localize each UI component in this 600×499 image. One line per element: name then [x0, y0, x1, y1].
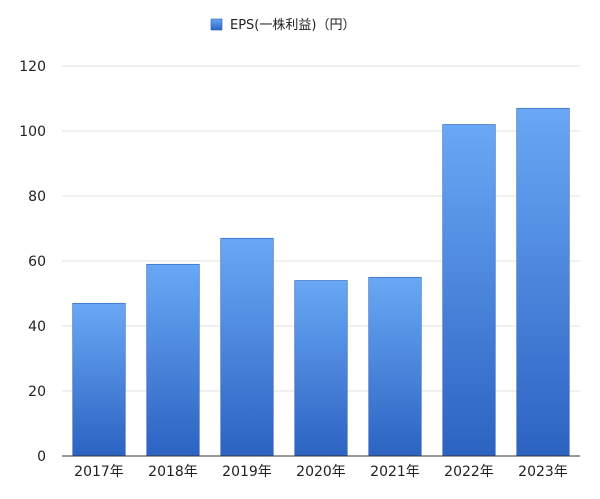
- y-tick-label: 40: [28, 319, 46, 335]
- bar: [220, 237, 274, 457]
- bars: [72, 107, 570, 457]
- y-tick-label: 120: [19, 59, 46, 75]
- x-tick-label: 2019年: [222, 464, 272, 480]
- bar: [516, 107, 570, 457]
- y-tick-label: 0: [37, 449, 46, 465]
- x-tick-label: 2022年: [444, 464, 494, 480]
- x-tick-label: 2021年: [370, 464, 420, 480]
- legend-swatch: [210, 18, 223, 31]
- legend-label: EPS(一株利益)（円）: [230, 18, 355, 33]
- x-tick-label: 2023年: [518, 464, 568, 480]
- x-tick-label: 2017年: [74, 464, 124, 480]
- bar: [72, 302, 126, 457]
- y-tick-label: 80: [28, 189, 46, 205]
- bar: [146, 263, 200, 457]
- y-tick-label: 20: [28, 384, 46, 400]
- y-axis-tick-labels: 0 20 40 60 80 100 120: [19, 59, 46, 465]
- bar: [368, 276, 422, 457]
- legend: EPS(一株利益)（円）: [210, 18, 355, 33]
- x-tick-label: 2020年: [296, 464, 346, 480]
- bar: [294, 280, 348, 457]
- bar: [442, 124, 496, 457]
- y-tick-label: 100: [19, 124, 46, 140]
- y-tick-label: 60: [28, 254, 46, 270]
- x-axis-tick-labels: 2017年 2018年 2019年 2020年 2021年 2022年 2023年: [74, 464, 568, 480]
- x-tick-label: 2018年: [148, 464, 198, 480]
